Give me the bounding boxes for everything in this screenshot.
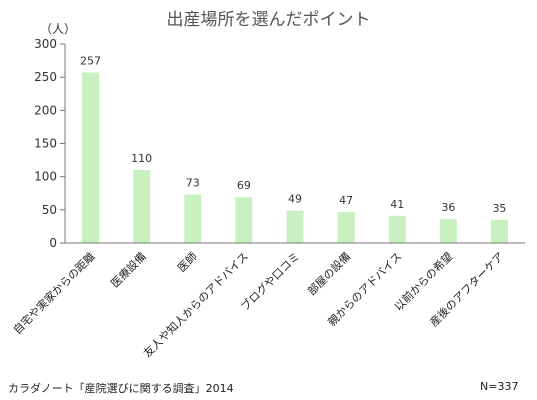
bar-value-label: 257 <box>80 55 101 68</box>
bar <box>388 215 406 243</box>
y-tick-label: 0 <box>49 236 57 250</box>
y-tick-label: 100 <box>34 170 57 184</box>
bars <box>82 72 508 243</box>
source-note: カラダノート「産院選びに関する調査」2014 <box>8 382 234 395</box>
bar <box>490 219 508 243</box>
bar-value-label: 36 <box>441 201 455 214</box>
x-category-label: 医療設備 <box>108 249 149 290</box>
y-tick-label: 300 <box>34 37 57 51</box>
y-tick-label: 200 <box>34 103 57 117</box>
y-tick-label: 150 <box>34 137 57 151</box>
bar-value-label: 73 <box>186 177 200 190</box>
sample-size-label: N=337 <box>480 380 519 393</box>
y-tick-label: 50 <box>42 203 57 217</box>
y-tick-label: 250 <box>34 70 57 84</box>
bar-value-label: 41 <box>390 198 404 211</box>
value-labels: 257 110 73 69 49 47 41 36 35 <box>80 55 506 215</box>
bar <box>235 197 253 243</box>
bar-value-label: 110 <box>131 152 152 165</box>
bar <box>82 72 100 243</box>
bar <box>439 219 457 243</box>
chart-title: 出産場所を選んだポイント <box>166 10 371 30</box>
bar-value-label: 49 <box>288 192 302 205</box>
x-category-label: 自宅や実家からの距離 <box>10 249 98 337</box>
bar <box>184 194 202 243</box>
y-axis-unit-label: （人） <box>40 22 77 36</box>
bar <box>286 210 304 243</box>
x-category-label: 部屋の設備 <box>304 249 353 298</box>
x-category-label: 友人や知人からのアドバイス <box>140 249 251 360</box>
x-category-label: 医師 <box>175 250 200 275</box>
bar <box>337 211 355 243</box>
bar-value-label: 69 <box>237 179 251 192</box>
bar-value-label: 35 <box>492 202 506 215</box>
bar <box>133 170 151 243</box>
bar-value-label: 47 <box>339 194 353 207</box>
y-axis-ticks: 0 50 100 150 200 250 300 <box>34 37 65 250</box>
